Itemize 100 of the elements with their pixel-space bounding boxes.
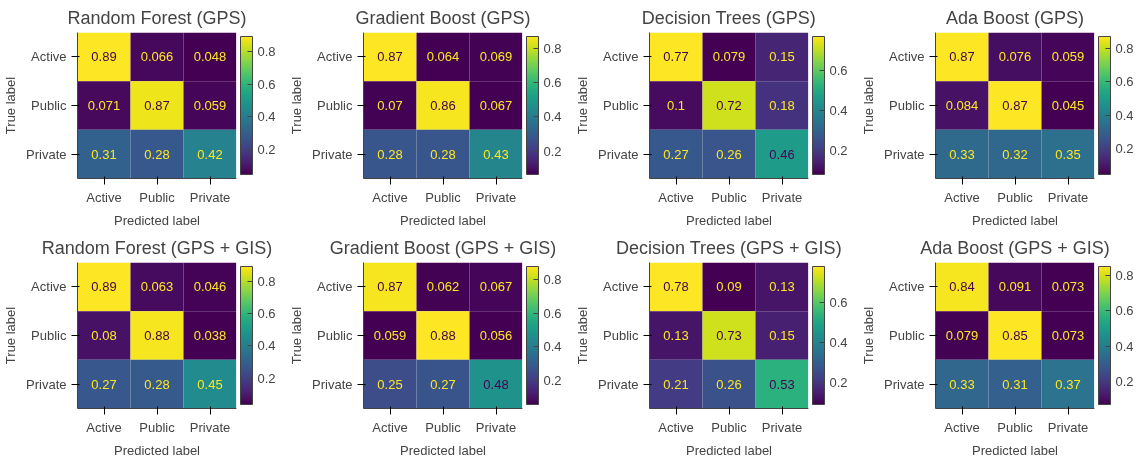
data-label: 0.85 bbox=[1002, 328, 1028, 343]
chart-title: Decision Trees (GPS + GIS) bbox=[616, 237, 842, 258]
color-bar-label: 0.6 bbox=[543, 305, 562, 321]
color-bar-label: 0.8 bbox=[257, 273, 276, 289]
data-label: 0.09 bbox=[716, 279, 742, 295]
x-tick-label: Private bbox=[189, 189, 231, 205]
y-axis-title: True label bbox=[575, 306, 591, 365]
x-tick-label: Public bbox=[711, 189, 748, 205]
x-tick-label: Active bbox=[372, 189, 408, 205]
y-tick-label: Active bbox=[889, 279, 925, 295]
color-bar-label: 0.6 bbox=[829, 62, 848, 78]
x-tick-label: Public bbox=[425, 189, 462, 205]
data-label: 0.35 bbox=[1055, 146, 1081, 162]
x-tick-label: Private bbox=[1047, 419, 1089, 435]
y-tick-label: Private bbox=[26, 376, 67, 392]
color-bar-label: 0.2 bbox=[829, 375, 848, 390]
color-bar-label: 0.4 bbox=[1115, 107, 1134, 123]
chart-title: Ada Boost (GPS) bbox=[945, 7, 1085, 28]
data-label: 0.27 bbox=[663, 146, 689, 162]
y-tick-label: Active bbox=[31, 49, 67, 65]
data-label: 0.048 bbox=[193, 49, 227, 65]
x-axis-title: Predicted label bbox=[972, 212, 1059, 228]
x-tick-label: Public bbox=[997, 419, 1034, 435]
data-label: 0.42 bbox=[197, 146, 223, 162]
x-axis-title: Predicted label bbox=[686, 212, 773, 228]
y-axis-title: True label bbox=[289, 76, 305, 135]
y-tick-label: Public bbox=[31, 98, 67, 113]
x-tick-label: Private bbox=[475, 189, 517, 205]
x-tick-label: Public bbox=[997, 189, 1034, 205]
data-label: 0.084 bbox=[945, 98, 979, 113]
x-axis-title: Predicted label bbox=[400, 212, 487, 228]
data-label: 0.78 bbox=[663, 279, 689, 295]
data-label: 0.43 bbox=[483, 146, 509, 162]
data-label: 0.45 bbox=[197, 376, 223, 392]
data-label: 0.33 bbox=[949, 146, 975, 162]
x-axis-title: Predicted label bbox=[972, 442, 1059, 458]
data-label: 0.066 bbox=[140, 49, 174, 65]
data-label: 0.89 bbox=[91, 49, 117, 65]
y-tick-label: Public bbox=[603, 328, 639, 343]
x-tick-label: Active bbox=[944, 419, 980, 435]
color-bar-label: 0.4 bbox=[1115, 338, 1134, 354]
data-label: 0.045 bbox=[1051, 98, 1085, 113]
color-bar-label: 0.4 bbox=[829, 102, 848, 118]
y-tick-label: Active bbox=[603, 49, 639, 65]
data-label: 0.72 bbox=[716, 98, 742, 113]
y-tick-label: Private bbox=[312, 376, 353, 392]
data-label: 0.87 bbox=[144, 98, 170, 113]
data-label: 0.059 bbox=[373, 328, 407, 343]
data-label: 0.064 bbox=[426, 49, 460, 65]
chart-title: Ada Boost (GPS + GIS) bbox=[920, 237, 1110, 258]
data-label: 0.87 bbox=[377, 49, 403, 65]
y-axis-title: True label bbox=[861, 306, 877, 365]
x-tick-label: Active bbox=[86, 419, 122, 435]
color-bar-label: 0.4 bbox=[257, 338, 276, 354]
color-bar-label: 0.2 bbox=[543, 143, 562, 159]
x-tick-label: Active bbox=[658, 189, 694, 205]
y-tick-label: Public bbox=[31, 328, 67, 343]
data-label: 0.059 bbox=[193, 98, 227, 113]
x-tick-label: Public bbox=[425, 419, 462, 435]
chart-title: Gradient Boost (GPS) bbox=[355, 7, 531, 28]
x-axis-title: Predicted label bbox=[400, 442, 487, 458]
color-bar-label: 0.8 bbox=[1115, 267, 1134, 283]
data-label: 0.13 bbox=[769, 279, 795, 295]
data-label: 0.13 bbox=[663, 328, 689, 343]
color-bar-label: 0.4 bbox=[257, 109, 276, 125]
data-label: 0.28 bbox=[377, 146, 403, 162]
y-tick-label: Active bbox=[317, 49, 353, 65]
data-label: 0.28 bbox=[144, 376, 170, 392]
data-label: 0.091 bbox=[998, 279, 1032, 295]
y-axis-title: True label bbox=[289, 306, 305, 365]
data-label: 0.28 bbox=[144, 146, 170, 162]
y-tick-label: Active bbox=[317, 279, 353, 295]
y-tick-label: Active bbox=[31, 279, 67, 295]
data-label: 0.079 bbox=[712, 49, 746, 65]
color-bar-label: 0.2 bbox=[829, 142, 848, 158]
data-label: 0.15 bbox=[769, 49, 795, 65]
x-axis-title: Predicted label bbox=[114, 212, 201, 228]
y-tick-label: Private bbox=[26, 146, 67, 162]
data-label: 0.062 bbox=[426, 279, 460, 295]
data-label: 0.067 bbox=[479, 98, 513, 113]
color-bar-label: 0.6 bbox=[829, 295, 848, 310]
y-axis-title: True label bbox=[3, 306, 19, 365]
chart-title: Gradient Boost (GPS + GIS) bbox=[329, 237, 557, 258]
data-label: 0.37 bbox=[1055, 376, 1081, 392]
data-label: 0.88 bbox=[430, 328, 456, 343]
y-axis-title: True label bbox=[575, 76, 591, 135]
y-tick-label: Active bbox=[603, 279, 639, 295]
x-tick-label: Private bbox=[761, 189, 803, 205]
data-label: 0.15 bbox=[769, 328, 795, 343]
data-label: 0.21 bbox=[663, 376, 689, 392]
x-tick-label: Private bbox=[1047, 189, 1089, 205]
x-tick-label: Active bbox=[86, 189, 122, 205]
data-label: 0.067 bbox=[479, 279, 513, 295]
data-label: 0.77 bbox=[663, 49, 689, 65]
data-label: 0.08 bbox=[91, 328, 117, 343]
color-bar-label: 0.2 bbox=[1115, 374, 1134, 390]
data-label: 0.059 bbox=[1051, 49, 1085, 65]
x-tick-label: Active bbox=[944, 189, 980, 205]
data-label: 0.1 bbox=[666, 98, 686, 113]
data-label: 0.25 bbox=[377, 376, 403, 392]
